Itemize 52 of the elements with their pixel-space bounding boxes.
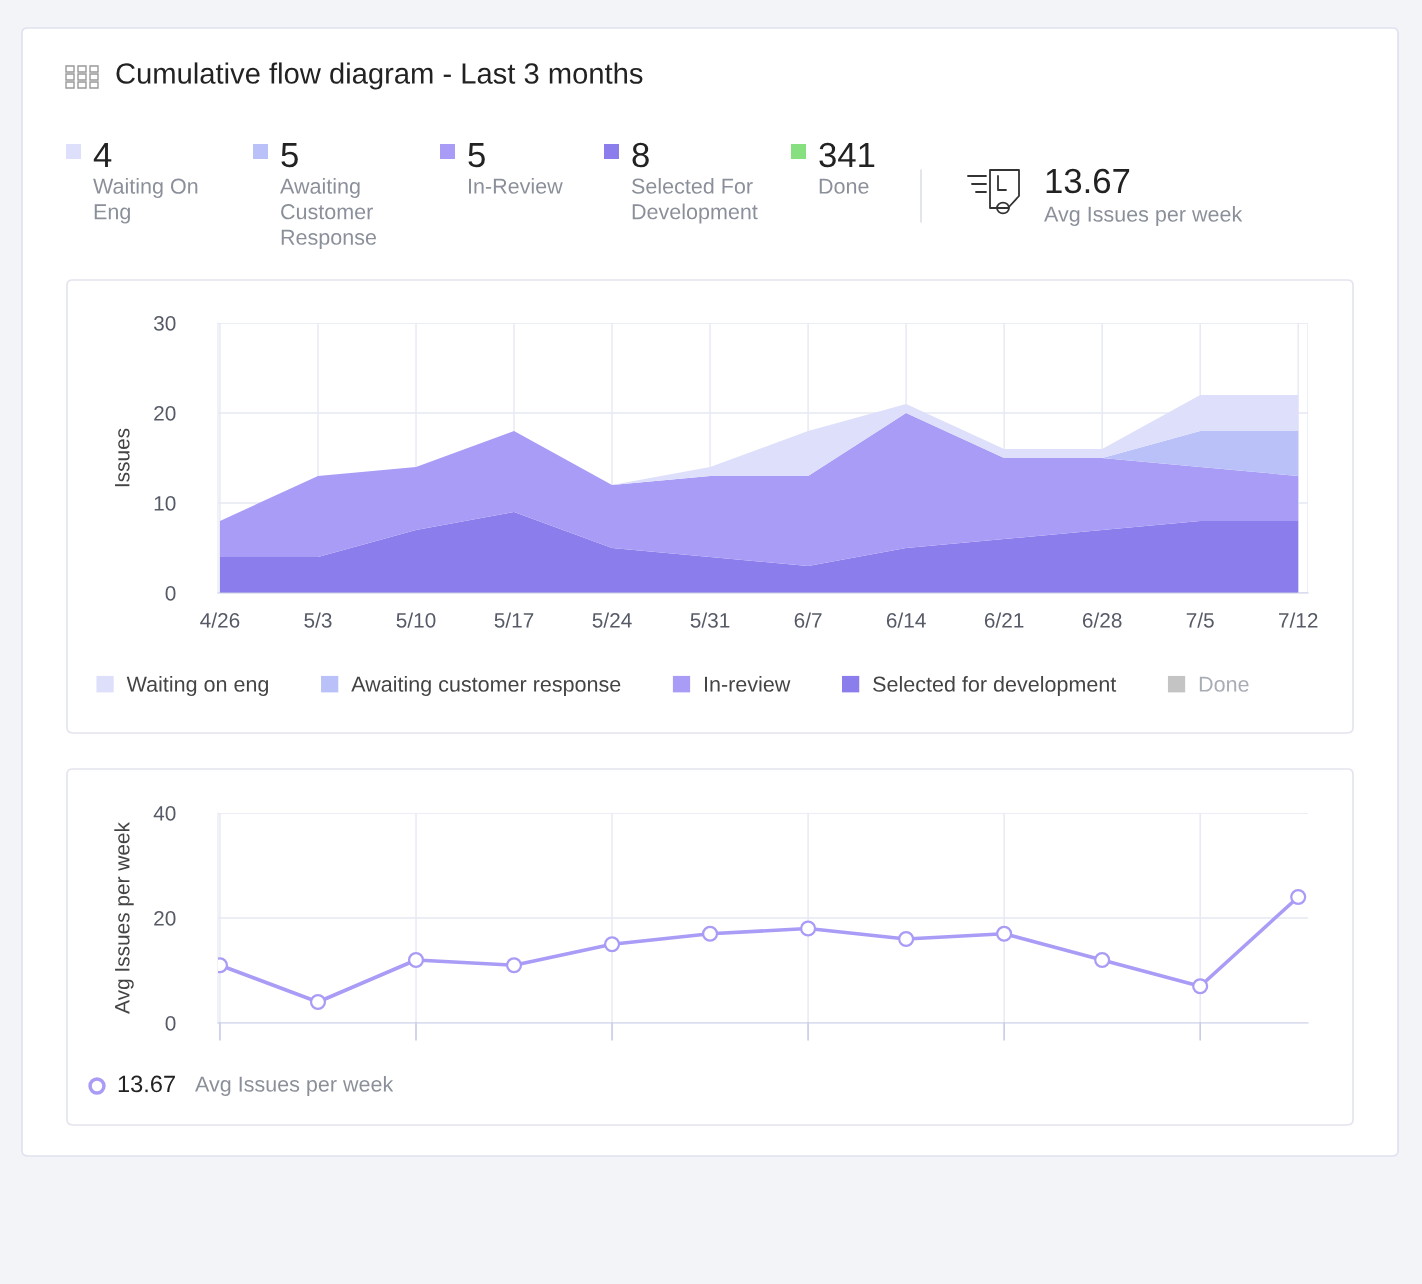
legend-label: In-review [705,676,791,692]
legend-label: Selected for development [873,676,1117,697]
x-tick-label: 4/26 [200,612,240,628]
category-label: Avg Issues per week [1044,206,1243,227]
point [1192,978,1209,995]
point [800,920,817,937]
x-tick-label: 6/28 [1082,612,1122,628]
y-tick-label: 0 [165,586,176,601]
y-axis-title: Issues [115,428,130,487]
text: Cumulative flow diagram - Last 3 months [116,62,643,90]
point [309,993,327,1011]
x-tick-label: 5/17 [494,612,534,628]
category-label: Selected For Development [631,178,758,224]
point [702,925,719,942]
x-tick-label: 5/10 [396,612,436,628]
data-label: 5 [281,143,298,168]
category-label: Awaiting Customer Response [280,178,376,250]
point [1290,888,1307,906]
point [898,930,915,948]
point [1094,951,1111,969]
y-tick-label: 20 [154,911,176,926]
data-label: 341 [819,142,875,168]
category-label: In-Review [468,178,563,194]
point [996,925,1013,942]
x-tick-label: 5/31 [690,612,730,628]
x-tick-label: 6/21 [984,612,1024,628]
category-label: Done [819,178,869,194]
y-tick-label: 10 [154,496,176,511]
point [603,936,621,953]
x-tick-label: 6/14 [886,612,926,628]
x-tick-label: 5/3 [304,612,332,628]
x-tick-label: 7/12 [1278,612,1318,628]
x-tick-label: 5/24 [592,612,632,628]
x-tick-label: 7/5 [1186,612,1214,628]
legend-label: Waiting on eng [126,676,269,697]
text: Avg Issues per week [195,1075,394,1097]
data-label: 5 [468,143,485,168]
data-label: 4 [93,143,112,167]
text: 13.67 [118,1075,175,1093]
y-tick-label: 40 [153,806,176,821]
legend-label: Awaiting customer response [351,676,621,697]
point [505,957,523,974]
y-tick-label: 0 [165,1016,176,1031]
x-tick-label: 6/7 [794,612,822,628]
y-tick-label: 20 [154,406,176,421]
data-label: 13.67 [1046,168,1130,194]
y-axis-title: Avg Issues per week [114,822,134,1014]
category-label: Waiting On Eng [93,178,198,224]
y-tick-label: 30 [153,316,176,331]
legend-label: Done [1199,676,1249,692]
data-label: 8 [632,142,649,168]
point [407,951,425,969]
